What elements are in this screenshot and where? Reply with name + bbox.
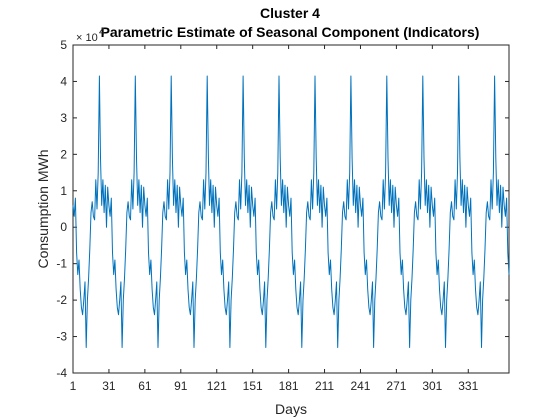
y-multiplier-label: × 10: [76, 32, 98, 44]
x-tick-label: 301: [422, 379, 442, 393]
x-tick-label: 241: [350, 379, 370, 393]
x-tick-label: 331: [458, 379, 478, 393]
y-tick-label: 2: [60, 147, 67, 161]
chart-subtitle: Parametric Estimate of Seasonal Componen…: [101, 24, 480, 40]
y-tick-label: -3: [56, 330, 67, 344]
x-tick-label: 31: [102, 379, 116, 393]
x-tick-label: 1: [70, 379, 77, 393]
y-axis-label: Consumption MWh: [35, 149, 51, 268]
y-multiplier-exponent: 4: [99, 26, 105, 38]
x-tick-label: 91: [174, 379, 188, 393]
y-tick-label: 0: [60, 220, 67, 234]
x-tick-label: 271: [386, 379, 406, 393]
x-axis-label: Days: [275, 401, 307, 417]
x-tick-label: 61: [138, 379, 152, 393]
y-tick-label: -2: [56, 293, 67, 307]
chart-title: Cluster 4: [260, 5, 320, 21]
y-tick-label: 1: [60, 184, 67, 198]
x-tick-label: 211: [315, 379, 334, 393]
y-tick-label: 3: [60, 111, 67, 125]
x-tick-label: 181: [279, 379, 299, 393]
x-tick-label: 121: [207, 379, 227, 393]
series-line: [72, 75, 510, 348]
y-tick-label: 4: [60, 74, 67, 88]
y-tick-label: -4: [56, 366, 67, 380]
y-tick-label: -1: [56, 257, 67, 271]
x-axis-ticks: 1 31 61 91 121 151 181 211 241 271 301 331: [70, 45, 479, 393]
x-tick-label: 151: [243, 379, 263, 393]
y-tick-label: 5: [60, 38, 67, 52]
